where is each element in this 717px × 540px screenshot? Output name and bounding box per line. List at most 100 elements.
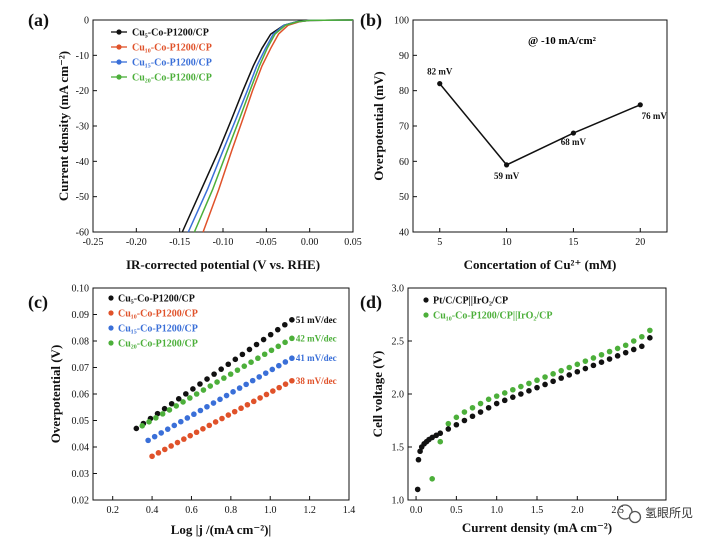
y-tick-label: 0.08 (72, 337, 90, 348)
data-point (574, 361, 581, 368)
data-point (190, 386, 196, 392)
legend-entry: Cu₅-Co-P1200/CP (132, 28, 209, 39)
y-tick-label: 0.09 (72, 310, 90, 321)
legend-entry: Cu₁₀-Co-P1200/CP (118, 309, 198, 320)
data-point (180, 399, 186, 405)
data-point (262, 370, 269, 376)
data-point (253, 341, 260, 348)
data-point (221, 375, 227, 381)
y-tick-label: 0.02 (72, 496, 90, 507)
legend-marker (116, 74, 122, 80)
panel-b-plot-frame (412, 19, 668, 233)
data-point (260, 336, 267, 343)
data-point (590, 362, 597, 369)
data-point (227, 371, 234, 377)
x-tick-label: 1.2 (303, 505, 316, 516)
panel-d-cell-voltage-chart: (d) 0.0 0.5 1.0 1.5 2.0 2.51.01.52.02.53.0 Pt… (360, 284, 667, 535)
data-point (510, 394, 516, 400)
y-tick-label: 90 (399, 51, 409, 62)
data-point (622, 349, 629, 356)
y-tick-label: -20 (76, 86, 89, 97)
legend-entry: Cu₂₀-Co-P1200/CP (118, 339, 198, 350)
data-point (274, 326, 281, 333)
legend-entry: Cu₂₀-Co-P1200/CP (132, 73, 212, 84)
panel-a-ticks: -0.25 -0.20 -0.15 -0.10 -0.05 0.00 0.05 0 -10 -20… (76, 16, 362, 249)
legend-marker (116, 59, 122, 65)
data-point (445, 420, 452, 427)
data-point (249, 377, 256, 384)
data-point (534, 384, 540, 391)
data-point (630, 346, 637, 353)
data-point (261, 351, 268, 358)
x-tick-label: 0.8 (225, 505, 238, 516)
data-point (639, 343, 645, 350)
data-point (637, 102, 643, 108)
data-point (207, 383, 214, 389)
legend-entry: Pt/C/CP||IrO₂/CP (433, 296, 508, 307)
data-point (485, 404, 492, 411)
data-point (558, 367, 564, 374)
data-point (461, 417, 468, 424)
x-tick-label: 20 (635, 237, 645, 248)
data-point (566, 364, 573, 371)
data-point (139, 423, 146, 429)
data-point (166, 407, 173, 413)
y-tick-label: 3.0 (392, 284, 405, 295)
data-point (146, 419, 152, 425)
data-point (582, 365, 589, 372)
data-point (191, 411, 197, 418)
data-point (181, 436, 187, 442)
point-label: 82 mV (427, 67, 453, 77)
data-point (598, 359, 605, 366)
data-point (518, 383, 524, 390)
data-point (453, 414, 460, 421)
data-point (161, 405, 168, 412)
y-tick-label: 40 (399, 228, 409, 239)
panel-c-series: 51 mV/dec 38 mV/dec 41 mV/dec 42 mV/dec (133, 315, 337, 460)
tafel-slope-label: 42 mV/dec (296, 333, 337, 343)
legend-marker (423, 297, 429, 303)
data-point (550, 378, 556, 385)
data-point (197, 407, 204, 414)
x-tick-label: 0.05 (344, 237, 362, 248)
x-tick-label: 5 (437, 237, 442, 248)
data-point (243, 381, 249, 388)
y-tick-label: 50 (399, 192, 409, 203)
legend-marker (423, 312, 429, 318)
data-point (590, 355, 597, 361)
data-point (282, 381, 289, 387)
data-point (175, 396, 182, 402)
data-point (417, 448, 423, 455)
data-point (212, 419, 219, 425)
data-point (168, 443, 174, 449)
data-point (437, 430, 444, 437)
y-tick-label: 0.06 (72, 390, 90, 401)
data-point (164, 426, 171, 432)
panel-c-tafel-chart: (c) 0.2 0.4 0.6 0.8 1.0 1.2 1.4 0.02 0.03 0.04 0.0… (28, 284, 355, 538)
panel-c-x-axis-title: Log |j /(mA cm⁻²)| (171, 522, 272, 537)
y-tick-label: -60 (76, 228, 89, 239)
data-point (501, 397, 508, 404)
data-point (606, 356, 613, 362)
data-point (501, 390, 508, 396)
x-tick-label: -0.10 (213, 237, 234, 248)
data-point (246, 346, 253, 353)
data-point (503, 162, 510, 168)
data-point (158, 430, 165, 436)
x-tick-label: 1.0 (490, 505, 503, 516)
panel-a-legend: Cu₅-Co-P1200/CP Cu₁₀-Co-P1200/CP Cu₁₅-Co-P… (111, 28, 212, 84)
panel-c-label: (c) (28, 292, 48, 313)
panel-a-x-axis-title: IR-corrected potential (V vs. RHE) (126, 257, 320, 272)
data-point (268, 347, 275, 354)
y-tick-label: -50 (76, 192, 89, 203)
data-point (485, 396, 492, 403)
legend-entry: Cu₅-Co-P1200/CP (118, 294, 195, 305)
data-point (218, 366, 224, 372)
y-tick-label: 2.0 (392, 390, 405, 401)
data-point (257, 395, 263, 401)
data-point (232, 356, 239, 363)
watermark: 氢眼所见 (617, 504, 693, 524)
panel-a-lsv-chart: (a) -0.25 -0.20 -0.15 -0.10 -0.05 0.00 0.05 0 -1… (28, 10, 362, 272)
data-point (469, 413, 476, 420)
data-point (289, 377, 295, 384)
